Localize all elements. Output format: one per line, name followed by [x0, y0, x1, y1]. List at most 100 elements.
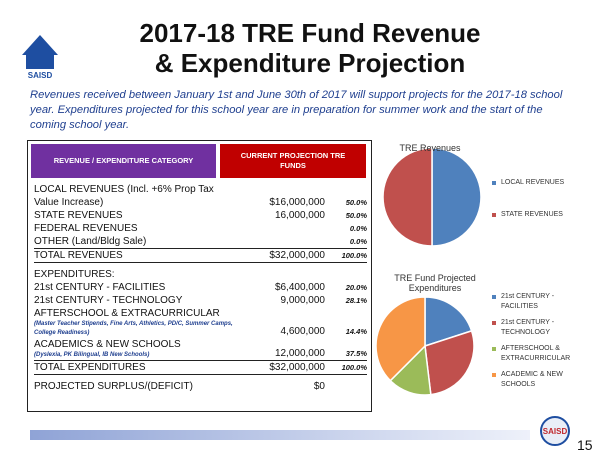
legend-label: ACADEMIC & NEW SCHOOLS — [501, 371, 563, 388]
row-label: EXPENDITURES: — [34, 268, 245, 281]
row-label: ACADEMICS & NEW SCHOOLS (Dyslexia, PK Bil… — [34, 338, 245, 360]
legend-swatch — [492, 295, 496, 299]
percent: 0.0% — [349, 224, 367, 233]
legend-swatch — [492, 347, 496, 351]
label: FEDERAL REVENUES — [34, 223, 138, 234]
table-row: OTHER (Land/Bldg Sale) 0.0% — [34, 235, 367, 248]
amount: $32,000,000 — [269, 362, 325, 373]
legend: 21st CENTURY - FACILITIES 21st CENTURY - … — [492, 292, 582, 396]
legend-item: LOCAL REVENUES — [492, 178, 582, 188]
legend-label: LOCAL REVENUES — [501, 179, 565, 186]
percent: 28.1% — [345, 296, 367, 305]
row-label: AFTERSCHOOL & EXTRACURRICULAR (Master Tea… — [34, 307, 245, 338]
label: AFTERSCHOOL & EXTRACURRICULAR — [34, 308, 220, 319]
title: 2017-18 TRE Fund Revenue — [139, 18, 481, 48]
table-row: TOTAL EXPENDITURES $32,000,000 100.0% — [34, 360, 367, 375]
table-row: STATE REVENUES 16,000,000 50.0% — [34, 209, 367, 222]
percent: 14.4% — [345, 327, 367, 336]
logo-text: SAISD — [28, 71, 53, 80]
pie-slice — [375, 296, 426, 382]
legend-swatch — [492, 181, 496, 185]
pie-slice — [424, 296, 473, 348]
footer-bar — [30, 430, 530, 440]
amount: 4,600,000 — [280, 326, 326, 337]
footer-logo — [540, 416, 570, 446]
table-row: PROJECTED SURPLUS/(DEFICIT) $0 — [34, 380, 367, 393]
percent: 50.0% — [345, 211, 367, 220]
legend: LOCAL REVENUES STATE REVENUES — [492, 178, 582, 226]
label: 21st CENTURY - TECHNOLOGY — [34, 295, 183, 306]
label: TOTAL REVENUES — [34, 250, 123, 261]
legend-swatch — [492, 213, 496, 217]
legend-label: 21st CENTURY - TECHNOLOGY — [501, 319, 555, 336]
amount: $0 — [313, 381, 325, 392]
legend-label: 21st CENTURY - FACILITIES — [501, 293, 555, 310]
amount: $16,000,000 — [269, 197, 325, 208]
title: & Expenditure Projection — [154, 48, 466, 78]
pie-slice — [431, 147, 482, 247]
footer-logo-text: SAISD — [543, 427, 568, 436]
percent: 0.0% — [349, 237, 367, 246]
percent: 100.0% — [341, 251, 367, 260]
label: Value Increase) — [34, 197, 104, 208]
table-row: 21st CENTURY - TECHNOLOGY 9,000,000 28.1% — [34, 294, 367, 307]
row-label: 21st CENTURY - FACILITIES — [34, 281, 245, 294]
legend-item: STATE REVENUES — [492, 210, 582, 220]
row-label: TOTAL REVENUES — [34, 249, 245, 262]
logo-roof — [22, 35, 58, 55]
table: REVENUE / EXPENDITURE CATEGORY CURRENT P… — [27, 140, 372, 412]
chart-title: TRE Fund Projected Expenditures — [394, 273, 476, 293]
legend-swatch — [492, 373, 496, 377]
row-label: LOCAL REVENUES (Incl. +6% Prop Tax Value … — [34, 183, 245, 209]
legend-swatch — [492, 321, 496, 325]
row-label: 21st CENTURY - TECHNOLOGY — [34, 294, 245, 307]
amount: 16,000,000 — [274, 210, 325, 221]
legend-item: 21st CENTURY - TECHNOLOGY — [492, 318, 582, 338]
percent: 20.0% — [345, 283, 367, 292]
table-row: FEDERAL REVENUES 0.0% — [34, 222, 367, 235]
amount: $6,400,000 — [274, 282, 325, 293]
pie-slice — [424, 329, 475, 396]
legend-item: ACADEMIC & NEW SCHOOLS — [492, 370, 582, 390]
note: (Master Teacher Stipends, Fine Arts, Ath… — [34, 321, 233, 336]
legend-item: AFTERSCHOOL & EXTRACURRICULAR — [492, 344, 582, 364]
chart-title: TRE Revenues — [399, 143, 461, 153]
table-row: TOTAL REVENUES $32,000,000 100.0% — [34, 248, 367, 263]
table-row: LOCAL REVENUES (Incl. +6% Prop Tax Value … — [34, 183, 367, 209]
label: OTHER (Land/Bldg Sale) — [34, 236, 147, 247]
label: ACADEMICS & NEW SCHOOLS — [34, 339, 181, 350]
logo-body — [26, 55, 54, 69]
amount: 12,000,000 — [274, 348, 325, 359]
legend-item: 21st CENTURY - FACILITIES — [492, 292, 582, 312]
table-row: EXPENDITURES: — [34, 268, 367, 281]
table-header: CURRENT PROJECTION TRE FUNDS — [220, 144, 366, 178]
row-label: OTHER (Land/Bldg Sale) — [34, 235, 245, 248]
amount: 9,000,000 — [280, 295, 326, 306]
row-label: PROJECTED SURPLUS/(DEFICIT) — [34, 380, 245, 393]
table-row: ACADEMICS & NEW SCHOOLS (Dyslexia, PK Bil… — [34, 338, 367, 360]
table-row: 21st CENTURY - FACILITIES $6,400,000 20.0% — [34, 281, 367, 294]
percent: 50.0% — [345, 198, 367, 207]
table-row: AFTERSCHOOL & EXTRACURRICULAR (Master Tea… — [34, 307, 367, 338]
legend-label: STATE REVENUES — [501, 211, 563, 218]
label: TOTAL EXPENDITURES — [34, 362, 146, 373]
legend-label: AFTERSCHOOL & EXTRACURRICULAR — [501, 345, 571, 362]
percent: 37.5% — [345, 349, 367, 358]
label: EXPENDITURES: — [34, 269, 115, 280]
label: STATE REVENUES — [34, 210, 123, 221]
row-label: TOTAL EXPENDITURES — [34, 361, 245, 374]
amount: $32,000,000 — [269, 250, 325, 261]
pie-slice — [382, 147, 433, 247]
label: 21st CENTURY - FACILITIES — [34, 282, 166, 293]
label: PROJECTED SURPLUS/(DEFICIT) — [34, 381, 193, 392]
intro: Revenues received between January 1st an… — [30, 89, 563, 131]
percent: 100.0% — [341, 363, 367, 372]
row-label: STATE REVENUES — [34, 209, 245, 222]
page-number: 15 — [577, 437, 593, 453]
row-label: FEDERAL REVENUES — [34, 222, 245, 235]
table-body: LOCAL REVENUES (Incl. +6% Prop Tax Value … — [34, 183, 367, 393]
note: (Dyslexia, PK Bilingual, IB New Schools) — [34, 352, 150, 358]
